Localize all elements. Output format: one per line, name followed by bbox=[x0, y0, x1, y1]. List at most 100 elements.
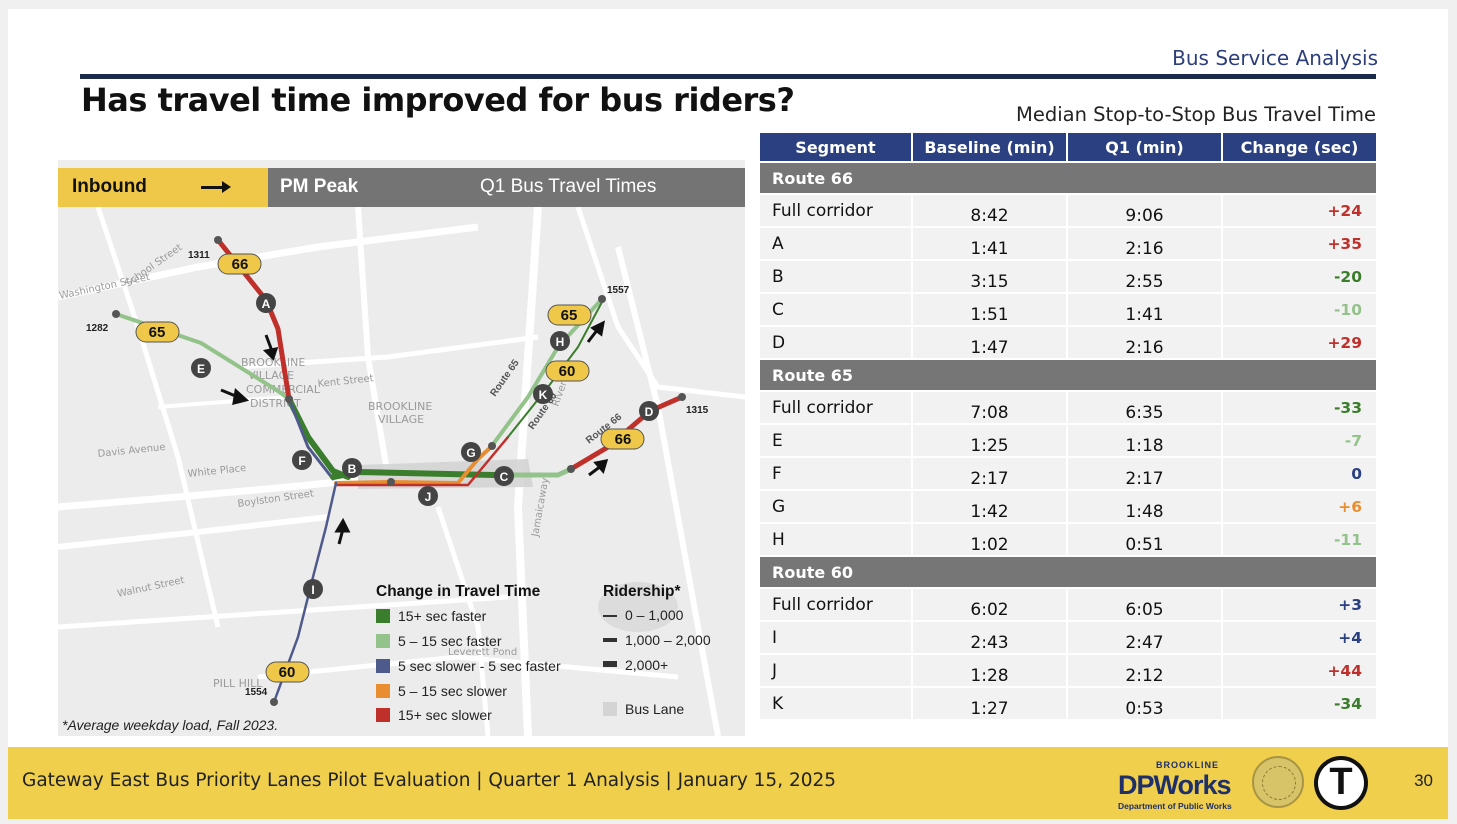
q1-cell: 1:41 bbox=[1068, 294, 1221, 325]
change-cell: 0 bbox=[1223, 458, 1376, 489]
marker-c: C bbox=[500, 470, 509, 484]
table-row: I 2:43 2:47 +4 bbox=[760, 622, 1376, 653]
change-cell: -7 bbox=[1223, 425, 1376, 456]
legend-swatch bbox=[376, 708, 390, 722]
baseline-cell: 1:25 bbox=[913, 425, 1066, 456]
table-row: G 1:42 1:48 +6 bbox=[760, 491, 1376, 522]
route-map: Inbound PM Peak Q1 Bus Travel Times bbox=[58, 160, 745, 736]
marker-g: G bbox=[466, 446, 475, 460]
header-rule bbox=[80, 74, 1376, 79]
change-cell: -20 bbox=[1223, 261, 1376, 292]
baseline-cell: 2:43 bbox=[913, 622, 1066, 653]
table-row: Full corridor 8:42 9:06 +24 bbox=[760, 195, 1376, 226]
segment-c-line bbox=[500, 466, 574, 478]
baseline-cell: 3:15 bbox=[913, 261, 1066, 292]
logo-top-text: BROOKLINE bbox=[1156, 760, 1219, 770]
right-arrow-icon bbox=[201, 181, 231, 193]
segment-cell: Full corridor bbox=[760, 392, 911, 423]
marker-i: I bbox=[311, 583, 314, 597]
slide: Bus Service Analysis Has travel time imp… bbox=[8, 9, 1448, 819]
place-village-2: VILLAGE bbox=[378, 413, 424, 426]
stop-id-1315: 1315 bbox=[686, 405, 709, 416]
direction-arrows bbox=[220, 320, 609, 545]
marker-b: B bbox=[348, 462, 357, 476]
place-leverett-pond: Leverett Pond bbox=[448, 647, 517, 658]
baseline-cell: 6:02 bbox=[913, 589, 1066, 620]
marker-a: A bbox=[262, 297, 271, 311]
place-brookline-2: BROOKLINE bbox=[368, 400, 432, 413]
q1-cell: 1:18 bbox=[1068, 425, 1221, 456]
bus-lane-label: Bus Lane bbox=[625, 701, 685, 717]
ridership-item: 0 – 1,000 bbox=[603, 607, 683, 623]
street-grid bbox=[58, 207, 745, 736]
table-row: Full corridor 7:08 6:35 -33 bbox=[760, 392, 1376, 423]
legend-label: 5 – 15 sec faster bbox=[398, 633, 502, 649]
segment-i-line bbox=[272, 481, 338, 704]
change-cell: -33 bbox=[1223, 392, 1376, 423]
change-cell: -34 bbox=[1223, 688, 1376, 719]
q1-cell: 9:06 bbox=[1068, 195, 1221, 226]
segment-cell: K bbox=[760, 688, 911, 719]
segment-cell: Full corridor bbox=[760, 195, 911, 226]
t-logo-letter: T bbox=[1329, 761, 1353, 803]
route-group-row: Route 60 bbox=[760, 557, 1376, 587]
arrow-head-icon bbox=[593, 459, 609, 475]
baseline-cell: 1:27 bbox=[913, 688, 1066, 719]
ridership-label: 1,000 – 2,000 bbox=[625, 632, 711, 648]
segment-cell: G bbox=[760, 491, 911, 522]
stop-id-1554: 1554 bbox=[245, 687, 268, 698]
ridership-line-thin bbox=[603, 615, 617, 617]
direction-box: Inbound bbox=[58, 168, 268, 207]
legend-label: 5 sec slower - 5 sec faster bbox=[398, 658, 561, 674]
change-cell: -10 bbox=[1223, 294, 1376, 325]
ridership-item: 1,000 – 2,000 bbox=[603, 632, 711, 648]
ridership-line-medium bbox=[603, 638, 617, 642]
legend-swatch bbox=[376, 609, 390, 623]
stop-dots bbox=[112, 236, 686, 706]
q1-cell: 2:16 bbox=[1068, 228, 1221, 259]
segment-cell: Full corridor bbox=[760, 589, 911, 620]
baseline-cell: 7:08 bbox=[913, 392, 1066, 423]
legend-swatch bbox=[376, 659, 390, 673]
marker-h: H bbox=[556, 335, 565, 349]
badge-65-left: 65 bbox=[149, 324, 166, 341]
route-group-label: Route 66 bbox=[760, 163, 1376, 193]
segment-j-line bbox=[334, 435, 510, 487]
table-row: B 3:15 2:55 -20 bbox=[760, 261, 1376, 292]
segment-cell: B bbox=[760, 261, 911, 292]
change-cell: +3 bbox=[1223, 589, 1376, 620]
marker-k: K bbox=[539, 388, 548, 402]
q1-cell: 1:48 bbox=[1068, 491, 1221, 522]
q1-cell: 0:51 bbox=[1068, 524, 1221, 555]
segment-cell: E bbox=[760, 425, 911, 456]
q1-cell: 2:47 bbox=[1068, 622, 1221, 653]
arrow-head-icon bbox=[262, 347, 279, 361]
arrow-head-icon bbox=[232, 388, 250, 406]
map-title: Q1 Bus Travel Times bbox=[480, 176, 657, 197]
segment-cell: I bbox=[760, 622, 911, 653]
stop-id-1282: 1282 bbox=[86, 323, 109, 334]
segment-markers: A B C D E F G H I J K bbox=[191, 293, 659, 599]
table-row: F 2:17 2:17 0 bbox=[760, 458, 1376, 489]
route-60-shared-line bbox=[287, 397, 335, 481]
q1-cell: 6:05 bbox=[1068, 589, 1221, 620]
baseline-cell: 8:42 bbox=[913, 195, 1066, 226]
ridership-line-thick bbox=[603, 661, 617, 667]
footer: Gateway East Bus Priority Lanes Pilot Ev… bbox=[8, 747, 1448, 819]
route-group-label: Route 65 bbox=[760, 360, 1376, 390]
change-cell: +35 bbox=[1223, 228, 1376, 259]
legend-item: 15+ sec slower bbox=[376, 707, 492, 723]
column-header: Baseline (min) bbox=[913, 133, 1066, 161]
bus-lane-swatch bbox=[603, 702, 617, 716]
ridership-title: Ridership* bbox=[603, 583, 681, 600]
period-label: PM Peak bbox=[280, 176, 359, 197]
stop-id-labels: 1311 1282 1557 1315 1554 bbox=[86, 250, 709, 698]
route-group-row: Route 65 bbox=[760, 360, 1376, 390]
legend-item: 5 – 15 sec slower bbox=[376, 683, 507, 699]
table-row: E 1:25 1:18 -7 bbox=[760, 425, 1376, 456]
legend-swatch bbox=[376, 634, 390, 648]
table-row: D 1:47 2:16 +29 bbox=[760, 327, 1376, 358]
legend-label: 15+ sec slower bbox=[398, 707, 492, 723]
badge-66-top: 66 bbox=[232, 256, 249, 273]
legend-item: 5 – 15 sec faster bbox=[376, 633, 502, 649]
